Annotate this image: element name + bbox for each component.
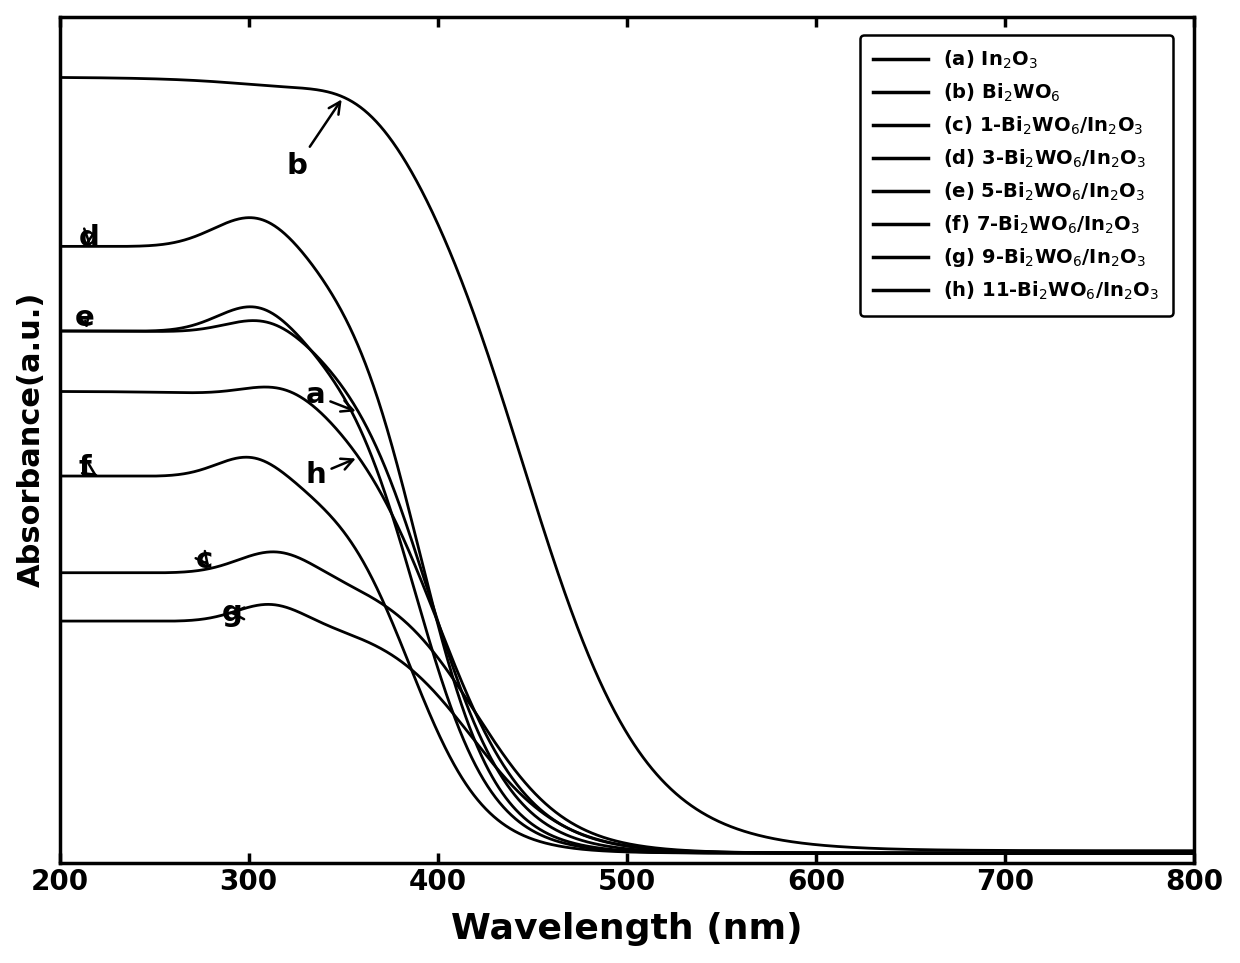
Text: f: f: [78, 454, 97, 482]
Y-axis label: Absorbance(a.u.): Absorbance(a.u.): [16, 292, 46, 587]
Text: d: d: [78, 224, 99, 252]
X-axis label: Wavelength (nm): Wavelength (nm): [451, 912, 802, 947]
Text: h: h: [305, 458, 353, 489]
Legend: (a) In$_2$O$_3$, (b) Bi$_2$WO$_6$, (c) 1-Bi$_2$WO$_6$/In$_2$O$_3$, (d) 3-Bi$_2$W: (a) In$_2$O$_3$, (b) Bi$_2$WO$_6$, (c) 1…: [859, 35, 1173, 316]
Text: c: c: [196, 546, 213, 574]
Text: b: b: [286, 102, 340, 180]
Text: e: e: [74, 304, 94, 332]
Text: g: g: [222, 599, 244, 627]
Text: a: a: [305, 381, 353, 411]
